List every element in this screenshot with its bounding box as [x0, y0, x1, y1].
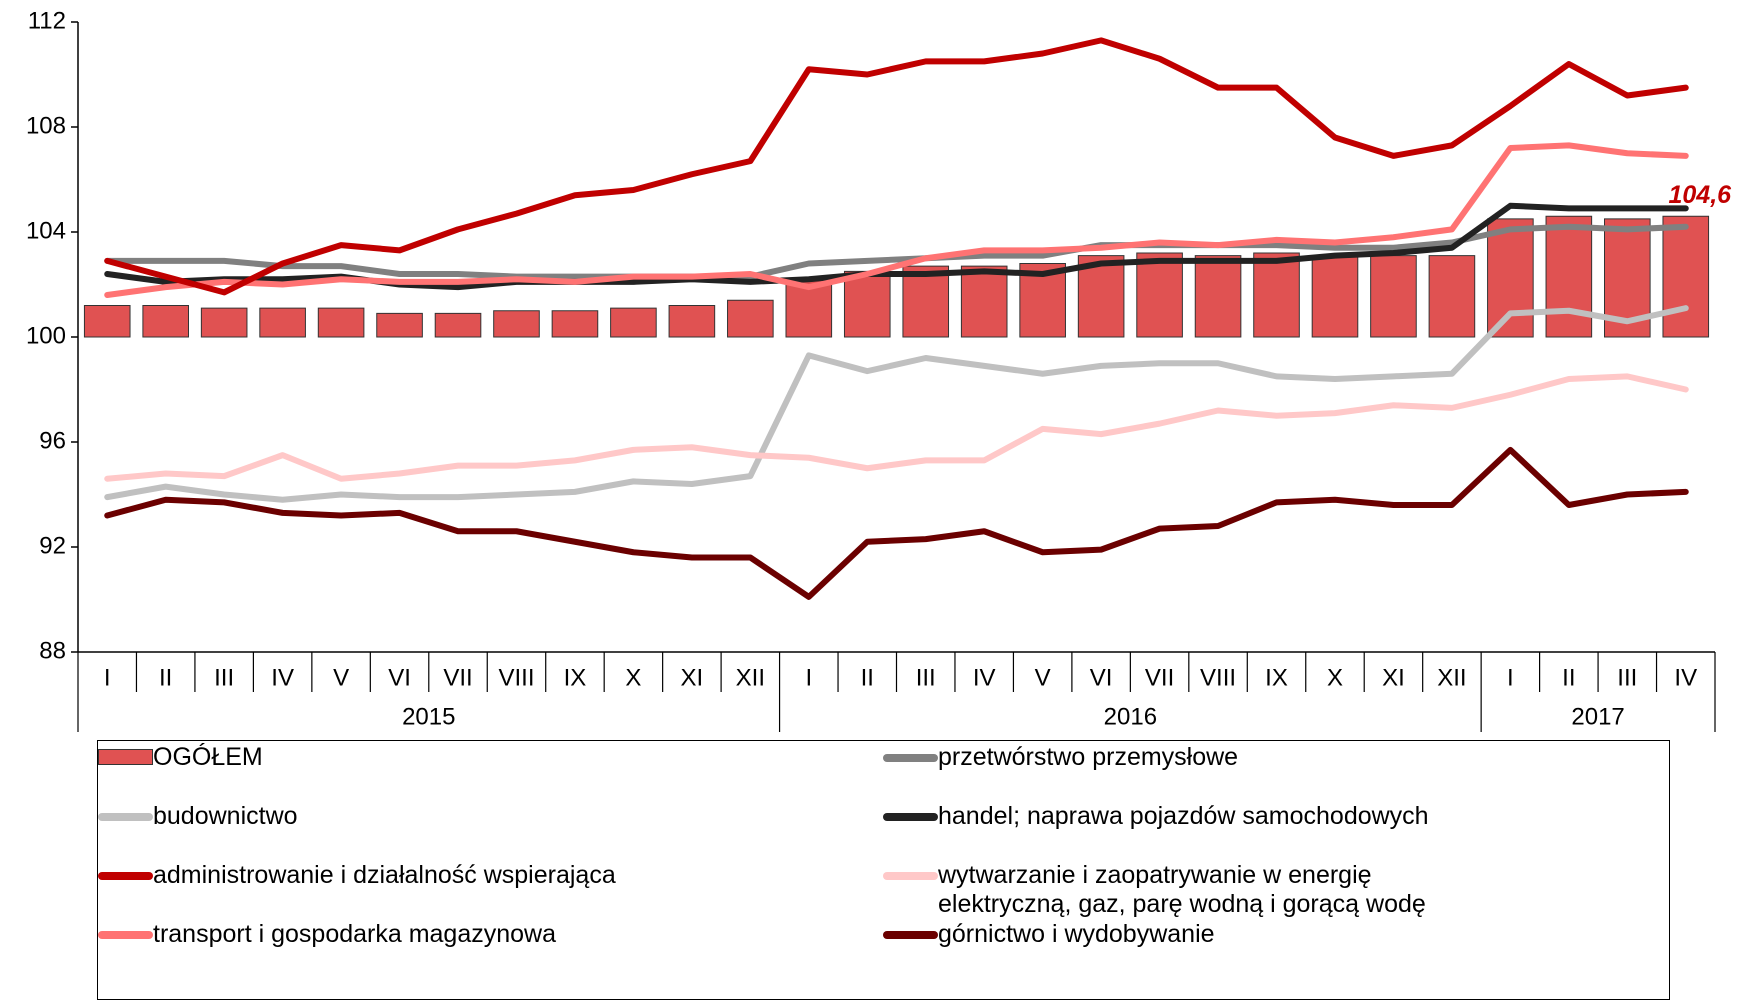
bar	[843, 270, 891, 338]
legend-swatch	[883, 872, 938, 880]
legend-swatch	[98, 749, 153, 765]
legend-item: budownictwo	[98, 802, 883, 861]
series-line	[104, 37, 1689, 296]
x-tick-label: VI	[1090, 664, 1113, 691]
bar	[668, 305, 716, 338]
series-line	[104, 373, 1689, 482]
bar	[960, 265, 1008, 338]
series-line	[104, 305, 1689, 503]
x-tick-label: IX	[564, 664, 587, 691]
bar	[142, 305, 189, 338]
legend-item: górnictwo i wydobywanie	[883, 920, 1663, 979]
bar	[551, 310, 599, 338]
x-tick-label: IV	[973, 664, 996, 691]
x-tick-label: I	[805, 664, 812, 691]
x-tick-label: IX	[1265, 664, 1288, 691]
legend-swatch	[98, 813, 153, 821]
legend-swatch	[883, 813, 938, 821]
legend-label: administrowanie i działalność wspierając…	[153, 861, 616, 889]
legend-label: przetwórstwo przemysłowe	[938, 743, 1239, 771]
x-tick-label: III	[916, 664, 936, 691]
x-tick-label: XI	[681, 664, 704, 691]
series-line	[104, 446, 1689, 600]
x-tick-label: I	[104, 664, 111, 691]
legend-item: OGÓŁEM	[98, 743, 883, 802]
legend-label: górnictwo i wydobywanie	[938, 920, 1215, 948]
x-tick-label: II	[1562, 664, 1575, 691]
x-tick-label: VIII	[1200, 664, 1236, 691]
x-tick-label: X	[1327, 664, 1343, 691]
bar	[1311, 255, 1359, 338]
x-tick-label: II	[159, 664, 172, 691]
x-tick-label: II	[861, 664, 874, 691]
y-tick-label: 100	[26, 322, 66, 349]
legend: OGÓŁEM przetwórstwo przemysłowe budownictw…	[97, 740, 1670, 1000]
bar	[1136, 252, 1183, 338]
y-tick-label: 96	[39, 427, 66, 454]
x-tick-label: VIII	[498, 664, 534, 691]
bar	[1545, 215, 1593, 338]
legend-item: administrowanie i działalność wspierając…	[98, 861, 883, 920]
bar	[1370, 255, 1417, 338]
legend-item: wytwarzanie i zaopatrywanie w energię el…	[883, 861, 1663, 920]
y-tick-label: 92	[39, 532, 66, 559]
y-tick-label: 112	[28, 7, 66, 34]
bar	[727, 299, 774, 338]
x-tick-label: VII	[443, 664, 472, 691]
x-tick-label: V	[1035, 664, 1051, 691]
legend-swatch	[883, 754, 938, 762]
group-label: 2015	[402, 703, 455, 730]
x-tick-label: I	[1507, 664, 1514, 691]
bar	[1428, 255, 1476, 338]
x-tick-label: IV	[1674, 664, 1697, 691]
legend-label: wytwarzanie i zaopatrywanie w energię el…	[938, 861, 1426, 918]
x-tick-label: V	[333, 664, 349, 691]
page: 88 92 96 100 104 108 112 I II III IV V VI VII VIII IX X X…	[25, 7, 1733, 1000]
y-tick-label: 104	[26, 217, 66, 244]
x-tick-label: XII	[1437, 664, 1466, 691]
series-line	[104, 223, 1689, 280]
legend-item: przetwórstwo przemysłowe	[883, 743, 1663, 802]
x-tick-label: XI	[1382, 664, 1405, 691]
legend-label: OGÓŁEM	[153, 743, 263, 771]
y-tick-label: 108	[26, 112, 66, 139]
x-tick-label: IV	[271, 664, 294, 691]
bar	[259, 307, 306, 338]
bar	[1194, 255, 1242, 338]
bar	[493, 310, 540, 338]
bar	[610, 307, 657, 338]
x-tick-label: III	[1617, 664, 1637, 691]
x-tick-label: III	[214, 664, 234, 691]
legend-swatch	[98, 872, 153, 880]
bar	[1662, 215, 1710, 338]
bar	[1487, 218, 1534, 338]
legend-label: transport i gospodarka magazynowa	[153, 920, 557, 948]
legend-label: budownictwo	[153, 802, 298, 830]
bar	[83, 305, 131, 338]
bar	[1253, 252, 1300, 338]
bar	[317, 307, 365, 338]
legend-swatch	[98, 931, 153, 939]
bar	[434, 312, 482, 338]
y-tick-label: 88	[39, 637, 66, 664]
x-tick-label: X	[625, 664, 641, 691]
group-label: 2017	[1571, 703, 1624, 730]
legend-label: handel; naprawa pojazdów samochodowych	[938, 802, 1429, 830]
value-label: 104,6	[1668, 181, 1732, 209]
legend-swatch	[883, 931, 938, 939]
series-line	[104, 142, 1689, 298]
bar	[376, 312, 423, 338]
bar	[200, 307, 248, 338]
group-label: 2016	[1104, 703, 1157, 730]
x-tick-label: VI	[388, 664, 411, 691]
legend-item: transport i gospodarka magazynowa	[98, 920, 883, 979]
bar	[902, 265, 950, 338]
legend-item: handel; naprawa pojazdów samochodowych	[883, 802, 1663, 861]
x-tick-label: XII	[736, 664, 765, 691]
x-tick-label: VII	[1145, 664, 1174, 691]
